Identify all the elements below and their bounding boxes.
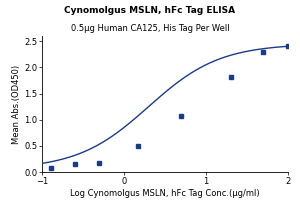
Text: Cynomolgus MSLN, hFc Tag ELISA: Cynomolgus MSLN, hFc Tag ELISA (64, 6, 236, 15)
Text: 0.5μg Human CA125, His Tag Per Well: 0.5μg Human CA125, His Tag Per Well (71, 24, 229, 33)
Y-axis label: Mean Abs.(OD450): Mean Abs.(OD450) (12, 64, 21, 144)
X-axis label: Log Cynomolgus MSLN, hFc Tag Conc.(μg/ml): Log Cynomolgus MSLN, hFc Tag Conc.(μg/ml… (70, 189, 260, 198)
